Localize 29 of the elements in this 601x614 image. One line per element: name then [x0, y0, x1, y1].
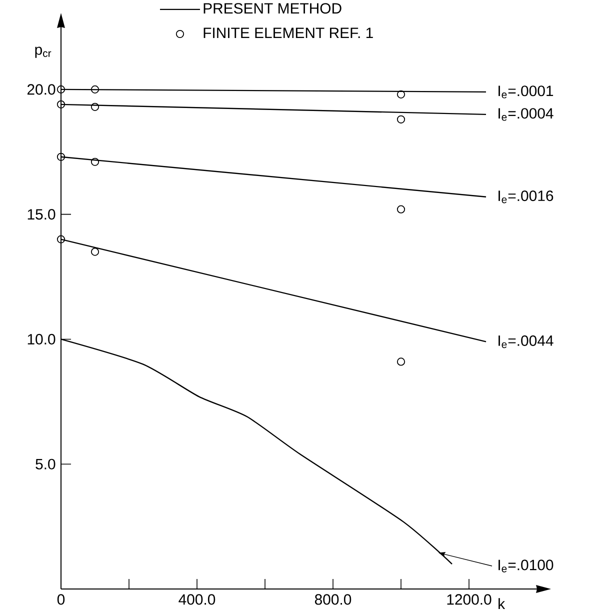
- point: [396, 358, 406, 366]
- point: [56, 85, 66, 94]
- x-tick-label: 800.0: [314, 594, 352, 605]
- point: [56, 100, 66, 108]
- x-tick-label: 1200.0: [447, 594, 492, 605]
- legend-label: FINITE ELEMENT REF. 1: [204, 28, 373, 38]
- y-tick-label: 20.0: [27, 84, 56, 95]
- y-tick-label: 15.0: [28, 209, 56, 220]
- series-label: I$_{e}$=.0004: [498, 108, 554, 121]
- point: [396, 115, 406, 124]
- point: [90, 248, 100, 256]
- point: [90, 102, 100, 111]
- x-axis-title: k: [498, 598, 506, 610]
- point: [90, 85, 100, 94]
- x-tick-label: 0: [57, 594, 65, 605]
- y-tick-label: 10.0: [28, 334, 56, 345]
- point: [396, 205, 406, 214]
- point: [90, 158, 100, 166]
- y-axis-title: p$_{cr}$: [35, 46, 52, 58]
- series-label: I$_{e}$=.0001: [498, 86, 554, 98]
- point: [56, 235, 66, 244]
- point: [396, 90, 406, 98]
- legend-title: PRESENT METHOD: [204, 3, 342, 14]
- y-tick-label: 5.0: [36, 458, 56, 470]
- legend-label: I$_{e}$=.0100: [498, 560, 554, 572]
- series-label: I$_{e}$=.0044: [498, 335, 554, 348]
- point: [56, 152, 66, 161]
- series-label: I$_{e}$=.0016: [498, 190, 554, 204]
- x-tick-label: 400.0: [178, 594, 216, 605]
